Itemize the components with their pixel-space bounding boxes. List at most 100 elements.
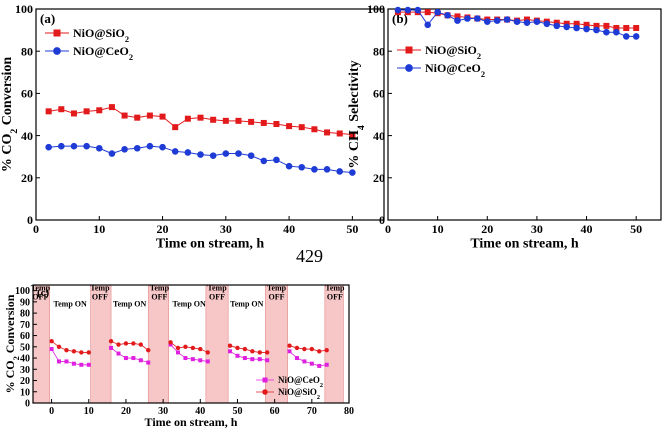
x-tick-label: 60: [270, 406, 280, 417]
data-point: [58, 106, 65, 113]
x-axis-label: Time on stream, h: [156, 237, 265, 252]
data-point: [49, 338, 54, 344]
x-tick-label: 30: [158, 406, 168, 417]
x-tick-label: 20: [157, 222, 169, 236]
data-point: [109, 345, 114, 350]
plot-frame: [35, 8, 385, 221]
data-point: [190, 345, 196, 351]
data-point: [613, 24, 620, 31]
legend-label: NiO@SiO2: [278, 387, 320, 401]
legend-label: NiO@SiO2: [425, 43, 481, 61]
data-point: [349, 131, 356, 138]
data-point: [493, 17, 501, 24]
data-point: [323, 166, 331, 173]
data-point: [183, 344, 188, 350]
data-point: [287, 343, 292, 348]
y-tick-label: 80: [20, 309, 30, 320]
data-point: [623, 24, 630, 31]
data-point: [250, 349, 255, 354]
temp-off-band: [32, 284, 51, 404]
data-point: [209, 152, 217, 159]
data-point: [424, 9, 431, 16]
y-tick-label: 0: [25, 399, 30, 410]
data-point: [79, 362, 84, 367]
x-tick-label: 10: [432, 222, 444, 236]
data-point: [116, 342, 121, 347]
panel-label: (c): [37, 287, 50, 299]
plot-frame: [387, 8, 662, 221]
y-tick-label: 40: [373, 129, 385, 143]
x-tick-label: 20: [481, 222, 493, 236]
data-point: [248, 118, 255, 125]
data-point: [336, 168, 344, 175]
y-axis-label: % CO2 Conversion: [3, 294, 21, 393]
legend-marker: [53, 47, 61, 55]
data-point: [394, 6, 402, 14]
temp-off-label: Temp OFF: [267, 284, 287, 302]
y-tick-label: 60: [373, 87, 385, 101]
temp-off-band: [147, 284, 169, 404]
series-line: [48, 106, 353, 136]
series-NiO@CeO2: [49, 342, 329, 368]
temp-off-label: Temp OFF: [325, 284, 345, 302]
data-point: [317, 363, 322, 368]
y-tick-label: 50: [20, 342, 30, 353]
data-point: [123, 356, 128, 361]
data-point: [235, 353, 240, 358]
series-NiO@CeO2: [394, 6, 640, 40]
data-point: [324, 347, 329, 353]
series-line: [48, 145, 353, 174]
data-point: [227, 343, 233, 348]
data-point: [131, 341, 136, 346]
x-axis-label: Time on stream, h: [470, 237, 579, 252]
y-tick-label: 40: [20, 354, 30, 365]
data-point: [260, 157, 268, 165]
data-point: [583, 25, 590, 33]
data-point: [523, 19, 531, 27]
data-point: [172, 124, 179, 131]
data-point: [159, 143, 166, 151]
x-tick-label: 30: [531, 222, 543, 236]
y-tick-label: 20: [21, 171, 33, 185]
data-point: [311, 166, 318, 173]
data-point: [168, 342, 173, 347]
x-tick-label: 40: [581, 222, 593, 236]
data-point: [197, 114, 204, 121]
data-point: [83, 142, 90, 150]
legend-marker: [405, 46, 413, 54]
temp-on-label: Temp ON: [230, 299, 263, 308]
series-NiO@SiO2: [45, 104, 356, 138]
temp-off-band: [265, 284, 288, 404]
data-point: [116, 351, 121, 356]
legend-label: NiO@SiO2: [73, 26, 129, 44]
data-point: [265, 350, 270, 355]
data-point: [273, 120, 280, 127]
data-point: [285, 162, 293, 170]
data-point: [134, 114, 141, 121]
temp-off-label: Temp OFF: [150, 284, 170, 302]
data-point: [79, 350, 84, 355]
legend-label: NiO@CeO2: [73, 44, 133, 62]
chart-c: 0 10 20 30 40 50 60 70 800102030405060708090100T…: [3, 284, 354, 429]
data-point: [121, 146, 128, 153]
data-point: [121, 112, 128, 119]
data-point: [603, 22, 610, 29]
y-tick-label: 100: [15, 2, 33, 16]
data-point: [86, 350, 91, 355]
data-point: [324, 129, 331, 136]
y-tick-label: 20: [20, 376, 30, 387]
x-tick-label: 50: [346, 222, 358, 236]
data-point: [96, 107, 103, 114]
x-tick-label: 10: [84, 406, 94, 417]
data-point: [533, 18, 541, 25]
data-point: [324, 362, 329, 367]
x-tick-label: 70: [307, 406, 317, 417]
data-point: [404, 6, 412, 14]
y-tick-label: 60: [21, 87, 33, 101]
data-point: [257, 357, 262, 362]
data-point: [146, 347, 151, 353]
data-point: [235, 345, 240, 351]
temp-off-band: [90, 284, 112, 404]
